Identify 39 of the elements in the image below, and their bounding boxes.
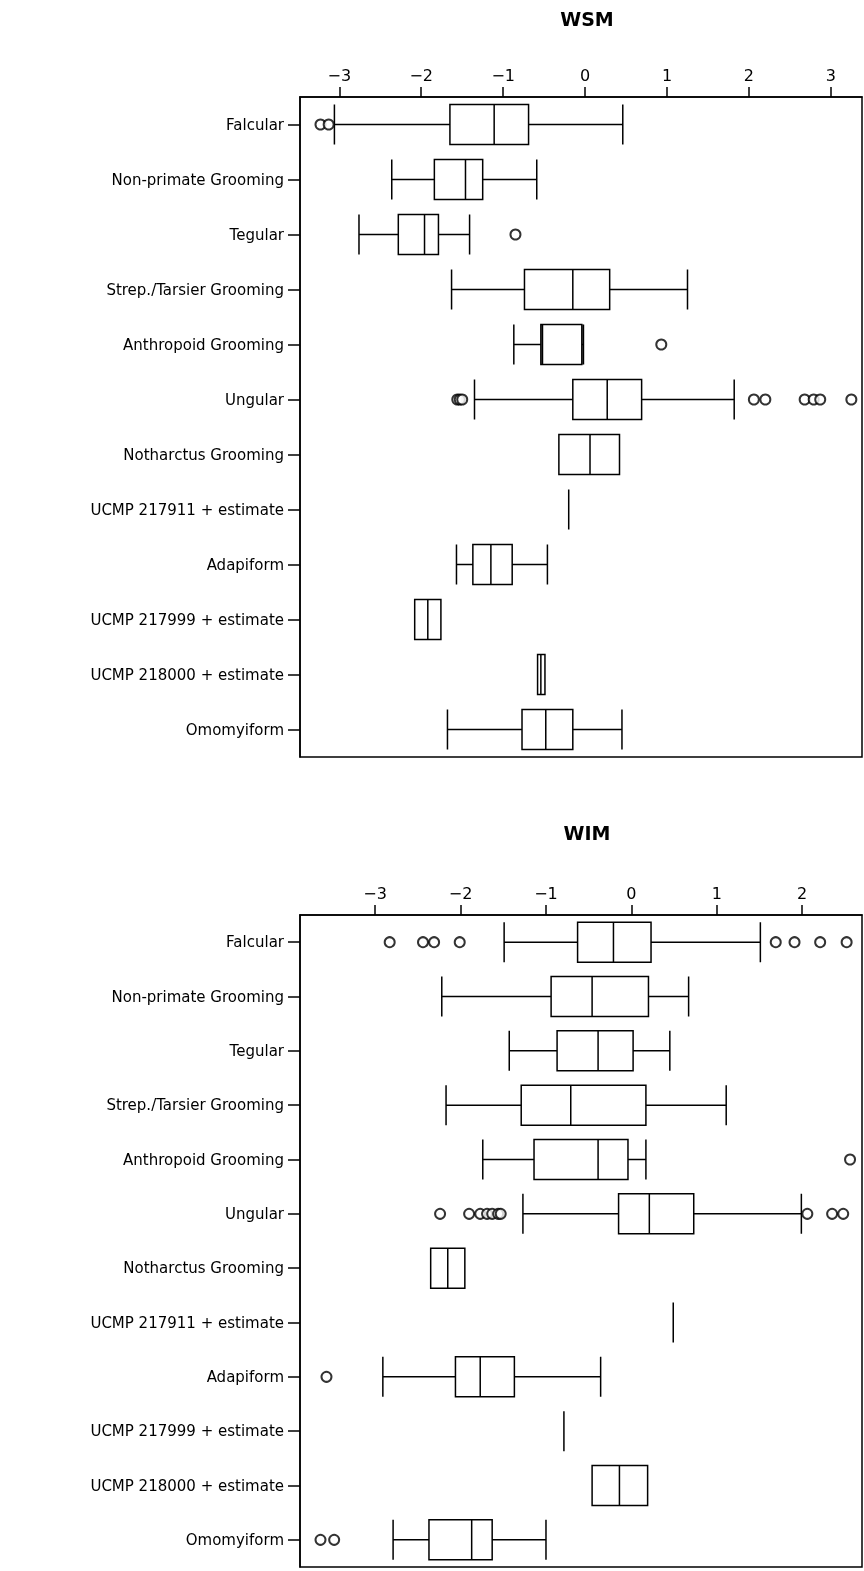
y-tick-label: UCMP 218000 + estimate — [90, 665, 284, 684]
y-tick-label: Tegular — [228, 1041, 285, 1060]
x-tick-label: −2 — [409, 65, 434, 85]
x-tick-label: 0 — [580, 65, 591, 85]
y-tick-label: UCMP 217911 + estimate — [90, 1313, 284, 1332]
x-tick-label: −1 — [491, 65, 515, 85]
x-tick-label: −2 — [448, 883, 473, 903]
y-tick-label: Notharctus Grooming — [123, 1259, 284, 1278]
x-tick-label: −1 — [534, 883, 558, 903]
y-tick-label: Omomyiform — [185, 1530, 284, 1549]
y-tick-label: Notharctus Grooming — [123, 445, 284, 464]
x-tick-label: −3 — [363, 883, 387, 903]
y-tick-label: Strep./Tarsier Grooming — [106, 1096, 284, 1115]
x-tick-label: 2 — [743, 65, 755, 85]
y-tick-label: Adapiform — [206, 555, 284, 574]
x-tick-label: 2 — [797, 883, 808, 903]
y-tick-label: Anthropoid Grooming — [123, 1150, 284, 1169]
y-tick-label: Strep./Tarsier Grooming — [106, 280, 284, 299]
y-tick-label: Non-primate Grooming — [111, 170, 284, 189]
y-tick-label: Tegular — [228, 225, 285, 244]
x-tick-label: 0 — [626, 883, 637, 903]
y-tick-label: Omomyiform — [185, 720, 284, 739]
x-tick-label: 3 — [825, 65, 836, 85]
chart-title: WSM — [560, 7, 614, 30]
y-tick-label: UCMP 217999 + estimate — [90, 1422, 284, 1441]
y-tick-label: Falcular — [226, 933, 285, 952]
y-tick-label: UCMP 217999 + estimate — [90, 610, 284, 629]
y-tick-label: UCMP 217911 + estimate — [90, 500, 284, 519]
x-tick-label: −3 — [327, 65, 352, 85]
y-tick-label: Falcular — [226, 115, 285, 134]
y-tick-label: Anthropoid Grooming — [123, 335, 284, 354]
y-tick-label: Adapiform — [206, 1367, 284, 1386]
y-tick-label: Ungular — [224, 1204, 285, 1223]
y-tick-label: UCMP 218000 + estimate — [90, 1476, 284, 1495]
x-tick-label: 1 — [661, 65, 673, 85]
y-tick-label: Ungular — [224, 390, 285, 409]
chart-title: WIM — [563, 821, 611, 844]
y-tick-label: Non-primate Grooming — [111, 987, 284, 1006]
x-tick-label: 1 — [711, 883, 722, 903]
